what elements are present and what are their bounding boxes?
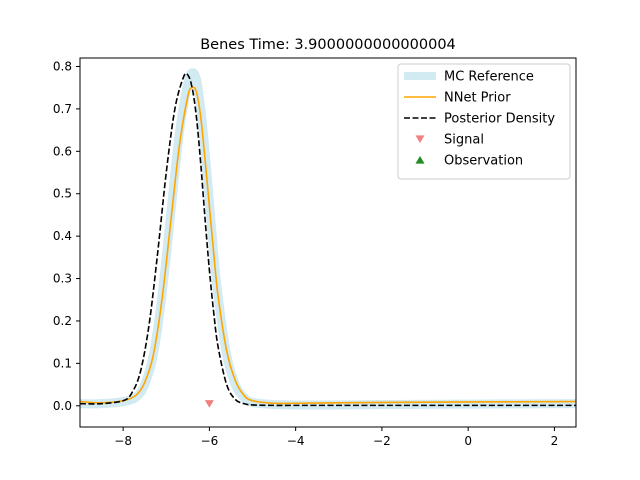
- x-tick-label: −2: [373, 434, 391, 448]
- y-tick-label: 0.5: [53, 187, 72, 201]
- x-tick-label: 2: [551, 434, 559, 448]
- legend: MC Reference NNet Prior Posterior Density S…: [397, 63, 571, 180]
- y-tick-label: 0.2: [53, 314, 72, 328]
- series-group: [80, 68, 576, 410]
- y-tick-label: 0.8: [53, 59, 72, 73]
- chart-title: Benes Time: 3.9000000000000004: [200, 37, 456, 53]
- y-axis: 0.0 0.1 0.2 0.3 0.4 0.5 0.6 0.7 0.8: [53, 59, 80, 413]
- plot-frame: [79, 57, 577, 428]
- legend-label-posterior-density: Posterior Density: [444, 112, 555, 127]
- legend-label-signal: Signal: [444, 133, 484, 148]
- legend-swatch-observation: [415, 155, 425, 164]
- x-tick-label: 0: [464, 434, 472, 448]
- y-tick-label: 0.0: [53, 399, 72, 413]
- y-tick-label: 0.7: [53, 102, 72, 116]
- y-tick-label: 0.3: [53, 272, 72, 286]
- legend-swatch-signal: [415, 135, 425, 144]
- series-nnet-prior-line: [80, 86, 576, 405]
- series-posterior-density-line: [80, 72, 576, 407]
- y-tick-label: 0.4: [53, 229, 72, 243]
- x-tick-label: −4: [287, 434, 305, 448]
- y-tick-label: 0.6: [53, 144, 72, 158]
- series-signal-marker: [204, 400, 214, 408]
- legend-label-mc-reference: MC Reference: [444, 70, 534, 85]
- x-axis: −8 −6 −4 −2 0 2: [114, 427, 558, 448]
- plot-area: [79, 57, 577, 428]
- x-tick-label: −8: [114, 434, 132, 448]
- x-tick-label: −6: [201, 434, 219, 448]
- legend-box: [397, 63, 571, 180]
- legend-label-observation: Observation: [444, 154, 523, 169]
- legend-label-nnet-prior: NNet Prior: [444, 91, 511, 106]
- y-tick-label: 0.1: [53, 356, 72, 370]
